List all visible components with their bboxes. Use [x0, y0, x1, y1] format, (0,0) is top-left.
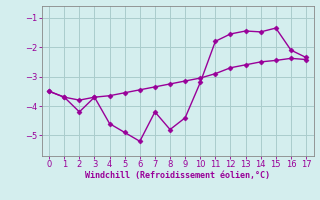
X-axis label: Windchill (Refroidissement éolien,°C): Windchill (Refroidissement éolien,°C)	[85, 171, 270, 180]
